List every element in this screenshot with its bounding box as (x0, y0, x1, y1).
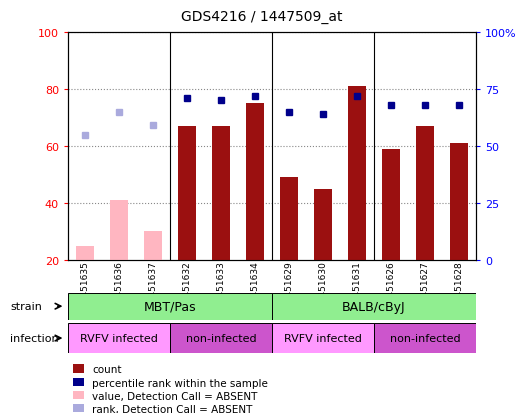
Bar (382, 150, 400, 260)
Bar (178, 127, 196, 260)
Text: non-infected: non-infected (390, 333, 460, 343)
Text: MBT/Pas: MBT/Pas (144, 300, 196, 313)
Bar (68, 323, 170, 353)
Text: infection: infection (10, 333, 59, 343)
Text: RVFV infected: RVFV infected (284, 333, 362, 343)
Text: non-infected: non-infected (186, 333, 256, 343)
Bar (272, 293, 476, 320)
Bar (76, 246, 94, 260)
Text: BALB/cByJ: BALB/cByJ (342, 300, 406, 313)
Bar (144, 232, 162, 260)
Text: strain: strain (10, 301, 42, 311)
Bar (272, 323, 374, 353)
Bar (280, 178, 298, 260)
Bar (314, 189, 332, 260)
Text: RVFV infected: RVFV infected (80, 333, 158, 343)
Bar (212, 127, 230, 260)
Bar (68, 293, 272, 320)
Bar (374, 323, 476, 353)
Bar (110, 201, 128, 260)
Legend: count, percentile rank within the sample, value, Detection Call = ABSENT, rank, : count, percentile rank within the sample… (73, 365, 268, 413)
Bar (416, 127, 434, 260)
Bar (450, 144, 468, 260)
Bar (246, 104, 264, 260)
Text: GDS4216 / 1447509_at: GDS4216 / 1447509_at (181, 10, 342, 24)
Bar (170, 323, 272, 353)
Bar (348, 87, 366, 260)
